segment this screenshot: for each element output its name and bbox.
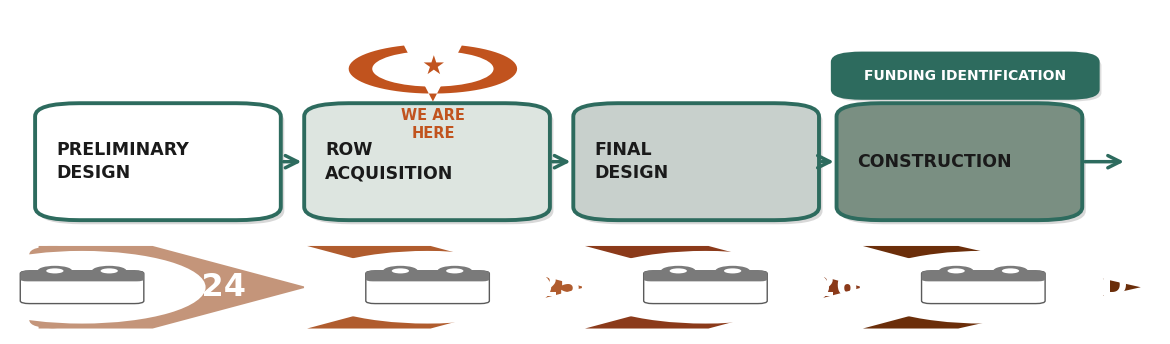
Text: ROW
ACQUISITION: ROW ACQUISITION <box>325 141 454 182</box>
Polygon shape <box>307 246 585 329</box>
Circle shape <box>0 251 206 324</box>
Circle shape <box>47 268 63 273</box>
Circle shape <box>372 51 494 87</box>
Circle shape <box>37 266 73 276</box>
Circle shape <box>724 268 742 273</box>
Polygon shape <box>862 246 1141 329</box>
Circle shape <box>993 266 1027 276</box>
Text: FUNDING IDENTIFICATION: FUNDING IDENTIFICATION <box>865 69 1066 83</box>
FancyBboxPatch shape <box>308 107 553 224</box>
Circle shape <box>392 268 410 273</box>
FancyBboxPatch shape <box>644 271 768 281</box>
FancyBboxPatch shape <box>29 246 76 329</box>
Text: TBD: TBD <box>1057 272 1129 303</box>
Text: FINAL
DESIGN: FINAL DESIGN <box>594 141 668 182</box>
Polygon shape <box>349 45 517 101</box>
Text: 2026: 2026 <box>770 272 859 303</box>
FancyBboxPatch shape <box>20 271 144 304</box>
Text: CONSTRUCTION: CONSTRUCTION <box>858 153 1012 171</box>
Text: 2024: 2024 <box>157 272 246 303</box>
Circle shape <box>661 266 696 276</box>
Polygon shape <box>585 246 863 329</box>
FancyBboxPatch shape <box>20 271 144 281</box>
FancyBboxPatch shape <box>922 271 1045 281</box>
FancyBboxPatch shape <box>304 103 550 220</box>
FancyBboxPatch shape <box>366 271 489 281</box>
Circle shape <box>92 266 126 276</box>
Circle shape <box>438 266 472 276</box>
FancyBboxPatch shape <box>833 53 1097 98</box>
FancyBboxPatch shape <box>573 103 819 220</box>
FancyBboxPatch shape <box>837 103 1082 220</box>
Circle shape <box>948 268 965 273</box>
Circle shape <box>938 266 973 276</box>
Text: PRELIMINARY
DESIGN: PRELIMINARY DESIGN <box>56 141 188 182</box>
Circle shape <box>101 268 118 273</box>
Circle shape <box>1002 268 1019 273</box>
Text: 2025: 2025 <box>493 272 581 303</box>
Circle shape <box>383 266 418 276</box>
FancyBboxPatch shape <box>35 103 281 220</box>
Circle shape <box>715 266 750 276</box>
Text: ★: ★ <box>421 54 445 80</box>
FancyBboxPatch shape <box>644 271 768 304</box>
FancyBboxPatch shape <box>840 107 1086 224</box>
Circle shape <box>581 251 830 324</box>
Circle shape <box>669 268 687 273</box>
FancyBboxPatch shape <box>577 107 823 224</box>
Circle shape <box>304 251 551 324</box>
FancyBboxPatch shape <box>922 271 1045 304</box>
FancyBboxPatch shape <box>39 107 284 224</box>
FancyBboxPatch shape <box>837 57 1101 101</box>
Text: WE ARE
HERE: WE ARE HERE <box>401 108 464 141</box>
Circle shape <box>860 251 1107 324</box>
Circle shape <box>446 268 463 273</box>
Polygon shape <box>39 246 307 329</box>
FancyBboxPatch shape <box>366 271 489 304</box>
